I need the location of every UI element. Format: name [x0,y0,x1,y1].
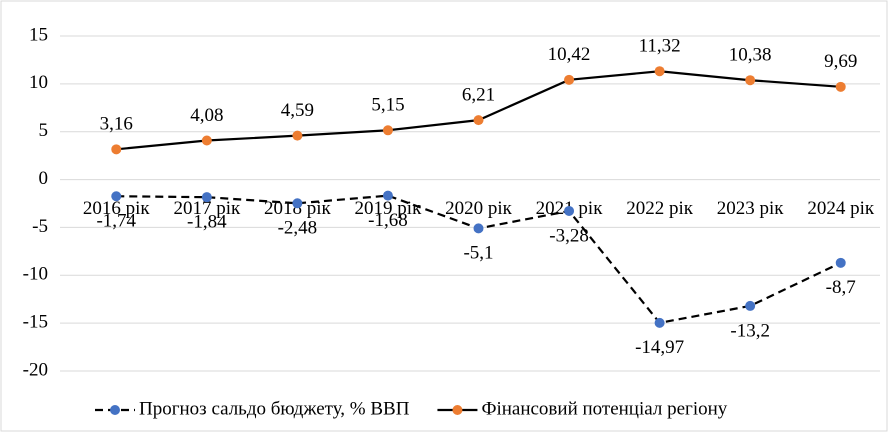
y-tick-label: -20 [23,359,48,380]
legend-marker [110,405,120,415]
legend-label: Прогноз сальдо бюджету, % ВВП [139,398,410,419]
point [745,75,756,86]
y-tick-label: 0 [39,168,49,189]
point [745,300,756,311]
x-tick-label: 2024 рік [807,198,875,219]
data-label: -1,68 [368,210,408,231]
x-tick-label: 2019 рік [355,198,423,219]
point [473,115,484,126]
point [292,198,303,209]
data-label: 4,08 [190,105,223,126]
data-label: -5,1 [463,243,493,264]
point [473,223,484,234]
x-tick-label: 2018 рік [264,198,332,219]
legend-label: Фінансовий потенціал регіону [481,398,727,419]
data-label: -8,7 [826,277,856,298]
y-tick-label: 10 [29,72,48,93]
data-label: -3,28 [549,225,589,246]
point [654,66,665,77]
point [292,130,303,141]
data-label: 10,42 [548,44,591,65]
data-label: 9,69 [824,51,857,72]
x-tick-label: 2023 рік [717,198,785,219]
y-tick-label: -5 [32,216,48,237]
data-label: -1,84 [187,212,227,233]
point [654,317,665,328]
data-label: 11,32 [639,36,681,57]
data-label: 6,21 [462,84,495,105]
data-label: -13,2 [730,320,770,341]
point [835,257,846,268]
y-tick-label: -15 [23,312,48,333]
point [201,135,212,146]
y-tick-label: 5 [39,120,49,141]
point [201,192,212,203]
point [111,191,122,202]
point [835,81,846,92]
x-tick-label: 2020 рік [445,198,513,219]
point [111,144,122,155]
y-tick-label: 15 [29,24,48,45]
data-label: -2,48 [278,218,318,239]
x-tick-label: 2022 рік [626,198,694,219]
legend-marker [452,405,463,415]
point [382,190,393,201]
data-label: 5,15 [371,95,404,116]
point [564,205,575,216]
point [382,125,393,136]
data-label: 4,59 [281,100,314,121]
data-label: 3,16 [100,114,133,135]
data-label: -14,97 [635,337,684,358]
point [564,74,575,85]
y-tick-label: -10 [23,264,48,285]
data-label: 10,38 [729,45,772,66]
x-tick-label: 2016 рік [83,198,151,219]
data-label: -1,74 [96,211,136,232]
x-tick-label: 2017 рік [173,198,241,219]
